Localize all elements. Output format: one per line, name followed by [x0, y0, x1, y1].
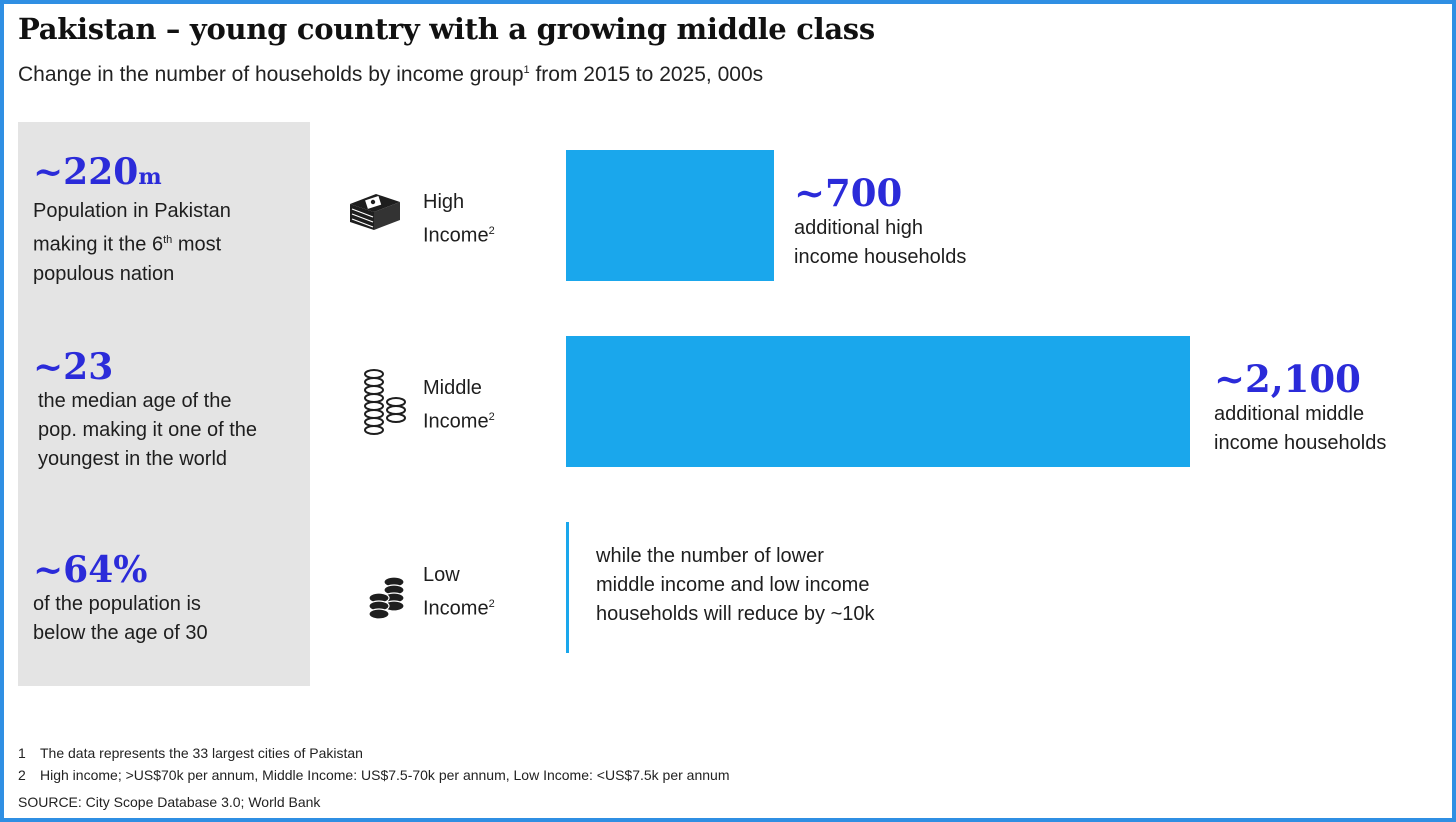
stat-value: ~220m [33, 152, 231, 197]
stat-desc-line: of the population is [33, 593, 201, 615]
callout-middle: ~2,100 additional middle income househol… [1214, 358, 1386, 458]
subtitle-footnote-marker: 1 [523, 64, 530, 76]
category-label-line: Income2 [423, 590, 495, 624]
subtitle-tail: from 2015 to 2025, 000s [529, 63, 764, 86]
stat-description: Population in Pakistan making it the 6th… [33, 197, 231, 289]
stat-number: ~220 [33, 151, 139, 193]
callout-desc-line: additional middle [1214, 403, 1365, 425]
category-label-low: Low Income2 [423, 561, 495, 624]
low-note-line: while the number of lower [596, 545, 824, 567]
category-label-sup: 2 [488, 411, 495, 423]
category-label-high: High Income2 [423, 188, 495, 251]
chart-title: Pakistan – young country with a growing … [18, 12, 875, 46]
stat-median-age: ~23 the median age of the pop. making it… [33, 347, 257, 474]
stat-desc-line: populous nation [33, 262, 175, 285]
coins-icon [368, 576, 405, 620]
category-label-line: Low [423, 564, 460, 586]
stat-desc-text: most [172, 233, 222, 256]
stat-desc-line: pop. making it one of the [38, 419, 258, 441]
category-label-sup: 2 [488, 598, 495, 610]
stat-unit: m [138, 164, 162, 190]
callout-desc-line: income households [1214, 432, 1387, 454]
bar-low-income [566, 522, 569, 653]
cash-stack-icon [350, 194, 400, 230]
category-label-line: High [423, 191, 465, 213]
footnote-number: 2 [18, 767, 26, 783]
coin-stacks-icon [364, 369, 406, 435]
stat-desc-line: Population in Pakistan [33, 200, 231, 222]
category-label-middle: Middle Income2 [423, 374, 495, 437]
category-label-line: Income2 [423, 217, 495, 251]
stat-population: ~220m Population in Pakistan making it t… [33, 152, 231, 289]
footnote-text: The data represents the 33 largest citie… [40, 745, 363, 761]
stat-desc-text: making it the 6 [33, 233, 164, 256]
bar-middle-income [566, 336, 1190, 467]
footnote-2: 2 High income; >US$70k per annum, Middle … [18, 767, 729, 783]
callout-value: ~2,100 [1214, 357, 1361, 401]
source-note: SOURCE: City Scope Database 3.0; World B… [18, 794, 321, 810]
callout-value: ~700 [794, 171, 903, 215]
callout-high: ~700 additional high income households [794, 172, 966, 272]
stat-value: ~23 [33, 346, 114, 388]
callout-desc-line: additional high [794, 217, 923, 239]
callout-desc-line: income households [794, 246, 967, 268]
chart-subtitle: Change in the number of households by in… [18, 63, 763, 87]
stat-value: ~64% [33, 549, 148, 591]
key-stats-panel: ~220m Population in Pakistan making it t… [18, 122, 310, 686]
footnote-1: 1 The data represents the 33 largest citi… [18, 745, 363, 761]
stat-youth-share: ~64% of the population is below the age … [33, 550, 208, 648]
stat-description: the median age of the pop. making it one… [33, 387, 257, 474]
stat-description: of the population is below the age of 30 [33, 590, 208, 648]
stat-desc-line: the median age of the [38, 390, 232, 412]
bar-high-income [566, 150, 774, 281]
category-label-text: Income [423, 410, 489, 433]
footnote-text: High income; >US$70k per annum, Middle I… [40, 767, 730, 783]
callout-description: additional middle income households [1214, 400, 1386, 458]
subtitle-text: Change in the number of households by in… [18, 63, 524, 86]
category-label-line: Middle [423, 377, 482, 399]
stat-desc-line: making it the 6th most [33, 226, 231, 260]
low-note-line: households will reduce by ~10k [596, 603, 875, 625]
stat-desc-sup: th [163, 234, 173, 246]
callout-description: additional high income households [794, 214, 966, 272]
category-label-sup: 2 [488, 225, 495, 237]
category-label-line: Income2 [423, 403, 495, 437]
stat-desc-line: youngest in the world [38, 448, 228, 470]
footnote-number: 1 [18, 745, 26, 761]
low-note-line: middle income and low income [596, 574, 870, 596]
category-label-text: Income [423, 597, 489, 620]
category-label-text: Income [423, 224, 489, 247]
low-income-note: while the number of lower middle income … [596, 542, 956, 629]
stat-desc-line: below the age of 30 [33, 622, 208, 644]
